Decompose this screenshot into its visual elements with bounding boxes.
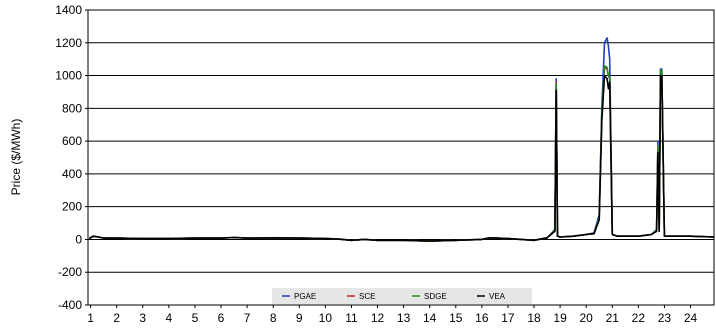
x-tick-label: 18 [527, 311, 541, 325]
x-tick-label: 5 [192, 311, 199, 325]
x-tick-label: 19 [553, 311, 567, 325]
grid-layer [88, 42, 714, 273]
x-tick-label: 7 [244, 311, 251, 325]
y-tick-label: -200 [58, 265, 82, 279]
x-tick-label: 17 [501, 311, 515, 325]
y-tick-label: -400 [58, 298, 82, 312]
x-tick-label: 6 [218, 311, 225, 325]
x-tick-label: 16 [475, 311, 489, 325]
y-tick-label: 400 [62, 167, 82, 181]
series-line-pgae [88, 37, 715, 242]
legend-box [272, 288, 532, 304]
x-tick-label: 4 [166, 311, 173, 325]
y-axis: -400 -200 0 200 400 600 800 1000 1200 1400 [55, 3, 88, 312]
legend: PGAE SCE SDGE VEA [272, 288, 532, 304]
x-tick-label: 23 [658, 311, 672, 325]
x-tick-label: 12 [371, 311, 385, 325]
x-tick-label: 2 [113, 311, 120, 325]
legend-label-pgae: PGAE [294, 292, 316, 301]
y-tick-label: 800 [62, 101, 82, 115]
series-layer [88, 37, 715, 242]
y-tick-label: 1000 [55, 69, 82, 83]
x-tick-label: 14 [423, 311, 437, 325]
legend-label-sdge: SDGE [424, 292, 447, 301]
x-tick-label: 1 [87, 311, 94, 325]
x-tick-label: 9 [296, 311, 303, 325]
series-line-sdge [88, 64, 715, 242]
x-axis: 1 2 3 4 5 6 7 8 9 10 11 12 13 14 15 16 17 18 19 20 21 22 23 24 [87, 305, 698, 325]
y-axis-label: Price ($/MWh) [9, 119, 23, 196]
y-tick-label: 200 [62, 200, 82, 214]
x-tick-label: 8 [270, 311, 277, 325]
y-tick-label: 600 [62, 134, 82, 148]
x-tick-label: 15 [449, 311, 463, 325]
series-line-sce [88, 66, 715, 242]
y-tick-label: 1200 [55, 36, 82, 50]
legend-label-vea: VEA [489, 292, 506, 301]
y-tick-label: 0 [75, 232, 82, 246]
x-tick-label: 11 [345, 311, 358, 325]
x-tick-label: 10 [319, 311, 333, 325]
x-tick-label: 3 [139, 311, 146, 325]
series-line-vea [88, 74, 715, 242]
x-tick-label: 24 [684, 311, 698, 325]
plot-frame [87, 9, 715, 306]
legend-label-sce: SCE [359, 292, 375, 301]
x-tick-label: 20 [580, 311, 594, 325]
y-tick-label: 1400 [55, 3, 82, 17]
x-tick-label: 22 [632, 311, 646, 325]
x-tick-label: 13 [397, 311, 411, 325]
x-tick-label: 21 [606, 311, 620, 325]
